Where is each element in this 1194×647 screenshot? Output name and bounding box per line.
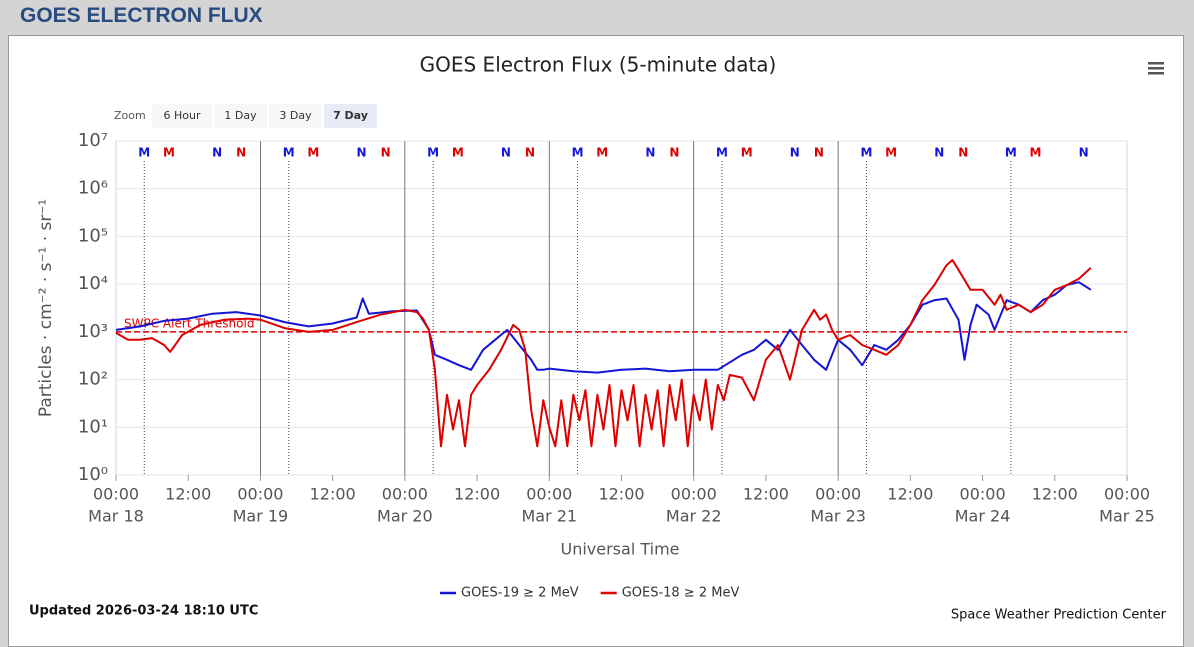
chart-panel: [8, 35, 1184, 647]
y-axis-title: Particles · cm⁻² · s⁻¹ · sr⁻¹: [36, 199, 56, 417]
marker-letter: N: [357, 146, 367, 160]
marker-letter: N: [669, 146, 679, 160]
x-tick-label: 12:00: [743, 485, 789, 504]
marker-letter: N: [1079, 146, 1089, 160]
marker-letter: M: [1005, 146, 1017, 160]
x-tick-label: 00:00: [1104, 485, 1150, 504]
x-tick-label: 00:00: [237, 485, 283, 504]
series-line: [115, 281, 1092, 374]
x-date-label: Mar 21: [521, 507, 577, 526]
marker-letter: N: [381, 146, 391, 160]
zoom-button[interactable]: [324, 104, 377, 128]
x-tick-label: 00:00: [382, 485, 428, 504]
marker-letter: N: [645, 146, 655, 160]
chart-title: GOES Electron Flux (5-minute data): [420, 53, 777, 77]
marker-letter: M: [596, 146, 608, 160]
marker-letter: N: [236, 146, 246, 160]
marker-letter: N: [525, 146, 535, 160]
zoom-button[interactable]: [269, 104, 322, 128]
x-date-label: Mar 20: [377, 507, 433, 526]
y-tick-label: 10²: [78, 369, 108, 390]
x-date-label: Mar 24: [955, 507, 1011, 526]
x-tick-label: 12:00: [165, 485, 211, 504]
marker-letter: M: [885, 146, 897, 160]
y-tick-label: 10¹: [78, 416, 108, 437]
marker-letter: M: [307, 146, 319, 160]
x-tick-label: 12:00: [598, 485, 644, 504]
x-tick-label: 12:00: [454, 485, 500, 504]
marker-letter: M: [741, 146, 753, 160]
marker-letter: M: [138, 146, 150, 160]
x-date-label: Mar 25: [1099, 507, 1155, 526]
zoom-button-label[interactable]: 1 Day: [224, 109, 257, 122]
x-tick-label: 00:00: [526, 485, 572, 504]
x-tick-label: 00:00: [960, 485, 1006, 504]
x-tick-label: 00:00: [93, 485, 139, 504]
zoom-button-label[interactable]: 6 Hour: [164, 109, 201, 122]
marker-letter: N: [814, 146, 824, 160]
marker-letter: M: [860, 146, 872, 160]
zoom-button[interactable]: [214, 104, 267, 128]
y-tick-label: 10⁵: [78, 225, 108, 246]
y-tick-label: 10⁶: [78, 178, 108, 199]
marker-letter: N: [501, 146, 511, 160]
zoom-button[interactable]: [152, 104, 212, 128]
x-date-label: Mar 18: [88, 507, 144, 526]
marker-letter: N: [790, 146, 800, 160]
marker-letter: N: [958, 146, 968, 160]
y-tick-label: 10⁰: [78, 464, 108, 485]
zoom-label: Zoom: [114, 109, 146, 122]
x-axis-title: Universal Time: [560, 540, 679, 559]
credit-text: Space Weather Prediction Center: [951, 608, 1167, 623]
x-tick-label: 12:00: [310, 485, 356, 504]
legend-label[interactable]: GOES-19 ≥ 2 MeV: [461, 586, 579, 601]
marker-letter: M: [1030, 146, 1042, 160]
x-date-label: Mar 19: [233, 507, 289, 526]
zoom-button-label[interactable]: 3 Day: [279, 109, 312, 122]
updated-text: Updated 2026-03-24 18:10 UTC: [29, 604, 258, 619]
x-date-label: Mar 22: [666, 507, 722, 526]
x-tick-label: 12:00: [887, 485, 933, 504]
zoom-button-label[interactable]: 7 Day: [333, 109, 368, 122]
marker-letter: M: [283, 146, 295, 160]
x-date-label: Mar 23: [810, 507, 866, 526]
marker-letter: N: [212, 146, 222, 160]
series-line: [115, 259, 1092, 448]
legend-label[interactable]: GOES-18 ≥ 2 MeV: [622, 586, 740, 601]
marker-letter: N: [934, 146, 944, 160]
menu-icon[interactable]: [1148, 62, 1164, 75]
y-tick-label: 10⁴: [78, 273, 108, 294]
y-tick-label: 10³: [78, 321, 108, 342]
x-tick-label: 12:00: [1032, 485, 1078, 504]
marker-letter: M: [163, 146, 175, 160]
marker-letter: M: [427, 146, 439, 160]
marker-letter: M: [716, 146, 728, 160]
x-tick-label: 00:00: [671, 485, 717, 504]
marker-letter: M: [452, 146, 464, 160]
page-title: GOES ELECTRON FLUX: [20, 4, 263, 27]
marker-letter: M: [572, 146, 584, 160]
y-tick-label: 10⁷: [78, 130, 108, 151]
x-tick-label: 00:00: [815, 485, 861, 504]
